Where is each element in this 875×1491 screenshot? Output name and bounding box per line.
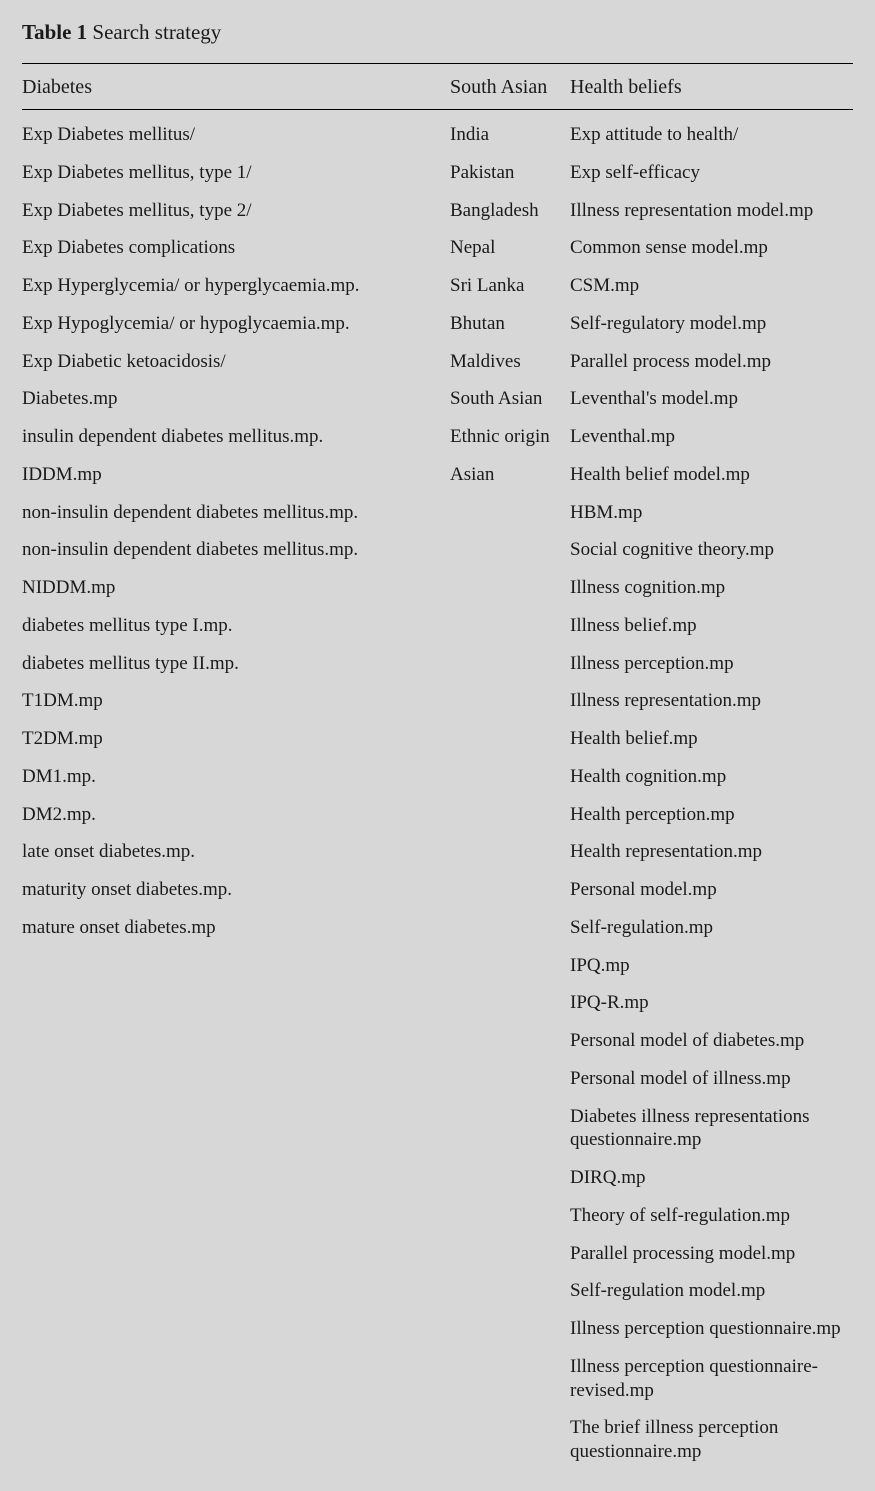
table-cell: non-insulin dependent diabetes mellitus.… xyxy=(22,531,442,569)
table-cell: Ethnic origin xyxy=(450,418,562,456)
table-cell: Leventhal.mp xyxy=(570,418,845,456)
table-cell: Health belief.mp xyxy=(570,720,845,758)
table-cell: Exp Hypoglycemia/ or hypoglycaemia.mp. xyxy=(22,305,442,343)
table-cell: diabetes mellitus type II.mp. xyxy=(22,645,442,683)
table-cell: South Asian xyxy=(450,380,562,418)
table-cell: Leventhal's model.mp xyxy=(570,380,845,418)
table-cell: Self-regulatory model.mp xyxy=(570,305,845,343)
table-cell: Health cognition.mp xyxy=(570,758,845,796)
table-cell: Nepal xyxy=(450,229,562,267)
table-cell: HBM.mp xyxy=(570,494,845,532)
table-cell: Bhutan xyxy=(450,305,562,343)
table-cell: DM2.mp. xyxy=(22,796,442,834)
column-health-beliefs: Exp attitude to health/Exp self-efficacy… xyxy=(570,116,853,1471)
column-header-south-asian: South Asian xyxy=(450,76,570,109)
table-cell: Bangladesh xyxy=(450,192,562,230)
table-cell: Pakistan xyxy=(450,154,562,192)
table-caption: Table 1 Search strategy xyxy=(22,20,853,45)
table-cell: T2DM.mp xyxy=(22,720,442,758)
table-cell: Parallel processing model.mp xyxy=(570,1235,845,1273)
table-cell: Exp attitude to health/ xyxy=(570,116,845,154)
table-cell: Common sense model.mp xyxy=(570,229,845,267)
table-cell: Exp Diabetes mellitus, type 1/ xyxy=(22,154,442,192)
table-cell: IDDM.mp xyxy=(22,456,442,494)
table-cell: Exp Hyperglycemia/ or hyperglycaemia.mp. xyxy=(22,267,442,305)
table-cell: Diabetes.mp xyxy=(22,380,442,418)
table-cell: late onset diabetes.mp. xyxy=(22,833,442,871)
table-cell: Exp Diabetes mellitus, type 2/ xyxy=(22,192,442,230)
table-cell: Illness perception questionnaire-revised… xyxy=(570,1348,845,1410)
table-header-row: Diabetes South Asian Health beliefs xyxy=(22,64,853,110)
table-cell: Self-regulation.mp xyxy=(570,909,845,947)
column-header-diabetes: Diabetes xyxy=(22,76,450,109)
table-cell: Social cognitive theory.mp xyxy=(570,531,845,569)
table-cell: Parallel process model.mp xyxy=(570,343,845,381)
table-cell: non-insulin dependent diabetes mellitus.… xyxy=(22,494,442,532)
table-cell: Illness representation model.mp xyxy=(570,192,845,230)
table-cell: Self-regulation model.mp xyxy=(570,1272,845,1310)
table-cell: India xyxy=(450,116,562,154)
table-cell: Diabetes illness representations questio… xyxy=(570,1098,845,1160)
table-cell: CSM.mp xyxy=(570,267,845,305)
table-cell: Personal model.mp xyxy=(570,871,845,909)
table-cell: Exp self-efficacy xyxy=(570,154,845,192)
table-cell: maturity onset diabetes.mp. xyxy=(22,871,442,909)
table-cell: Health belief model.mp xyxy=(570,456,845,494)
table-cell: Illness perception.mp xyxy=(570,645,845,683)
table-cell: Personal model of illness.mp xyxy=(570,1060,845,1098)
table-cell: Illness cognition.mp xyxy=(570,569,845,607)
table-cell: DIRQ.mp xyxy=(570,1159,845,1197)
table-cell: diabetes mellitus type I.mp. xyxy=(22,607,442,645)
table-cell: Asian xyxy=(450,456,562,494)
table-cell: The brief illness perception questionnai… xyxy=(570,1409,845,1471)
table-cell: DM1.mp. xyxy=(22,758,442,796)
table-cell: Illness representation.mp xyxy=(570,682,845,720)
column-header-health-beliefs: Health beliefs xyxy=(570,76,853,109)
table-cell: IPQ-R.mp xyxy=(570,984,845,1022)
table-cell: Theory of self-regulation.mp xyxy=(570,1197,845,1235)
table-cell: insulin dependent diabetes mellitus.mp. xyxy=(22,418,442,456)
table-cell: Maldives xyxy=(450,343,562,381)
table-cell: Exp Diabetic ketoacidosis/ xyxy=(22,343,442,381)
table-cell: NIDDM.mp xyxy=(22,569,442,607)
table-cell: mature onset diabetes.mp xyxy=(22,909,442,947)
table-cell: Illness perception questionnaire.mp xyxy=(570,1310,845,1348)
table-title-text: Search strategy xyxy=(92,20,221,44)
table-cell: IPQ.mp xyxy=(570,947,845,985)
column-diabetes: Exp Diabetes mellitus/Exp Diabetes melli… xyxy=(22,116,450,1471)
table-label: Table 1 xyxy=(22,20,87,44)
table-container: Table 1 Search strategy Diabetes South A… xyxy=(22,20,853,1471)
column-south-asian: IndiaPakistanBangladeshNepalSri LankaBhu… xyxy=(450,116,570,1471)
table-cell: Sri Lanka xyxy=(450,267,562,305)
table-cell: Illness belief.mp xyxy=(570,607,845,645)
table-body: Exp Diabetes mellitus/Exp Diabetes melli… xyxy=(22,110,853,1471)
table-cell: Health representation.mp xyxy=(570,833,845,871)
table-cell: Personal model of diabetes.mp xyxy=(570,1022,845,1060)
table-cell: Health perception.mp xyxy=(570,796,845,834)
table-cell: Exp Diabetes complications xyxy=(22,229,442,267)
table-cell: T1DM.mp xyxy=(22,682,442,720)
table-cell: Exp Diabetes mellitus/ xyxy=(22,116,442,154)
